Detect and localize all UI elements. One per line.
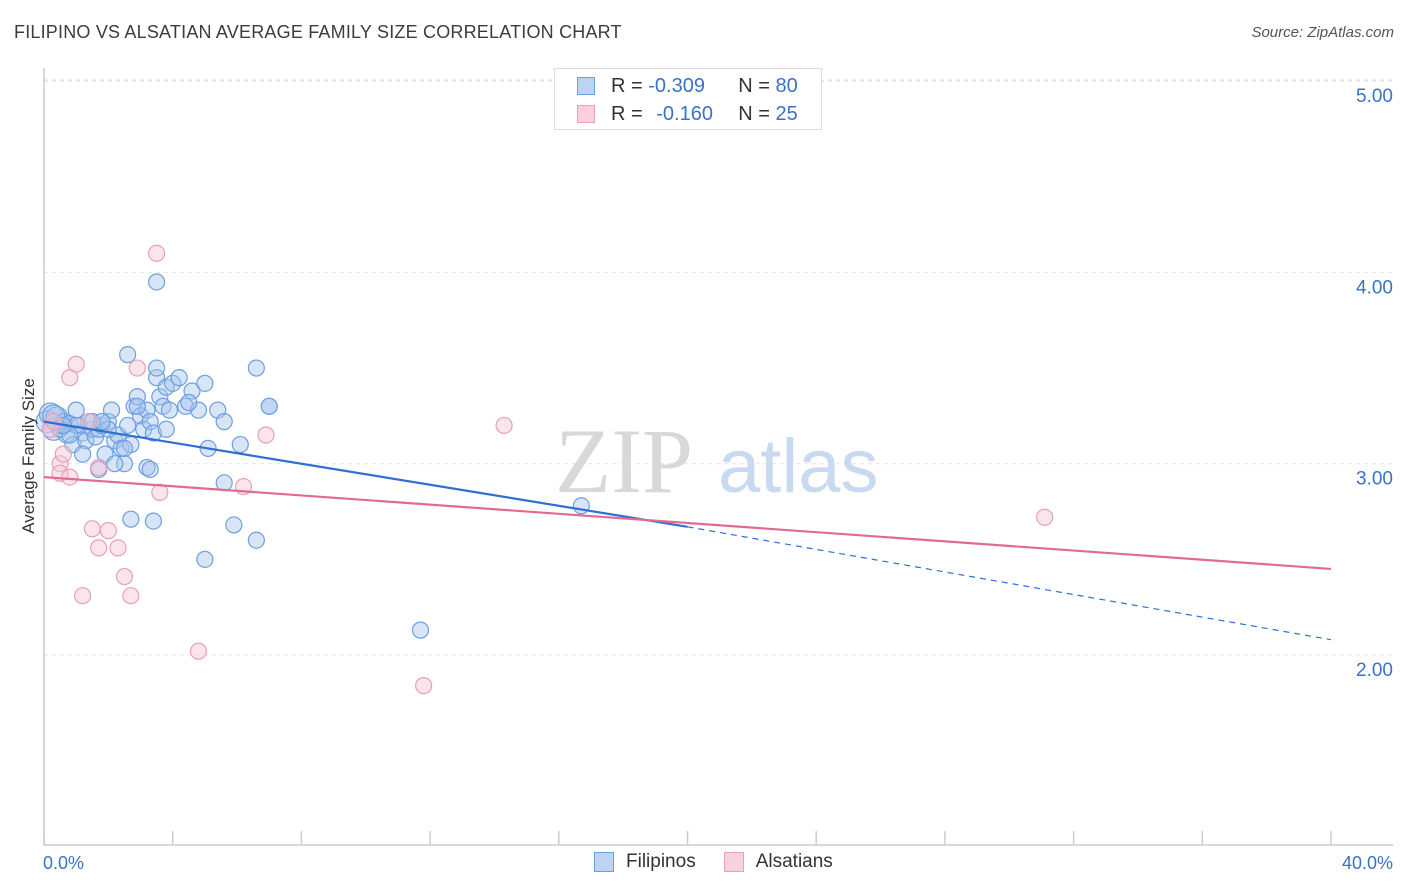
chart-title: FILIPINO VS ALSATIAN AVERAGE FAMILY SIZE… — [14, 22, 622, 42]
legend-item-filipinos[interactable]: Filipinos — [594, 851, 696, 873]
filipino-point-63 — [148, 273, 166, 291]
filipinos-n-value: 80 — [775, 74, 798, 97]
alsatians-r-value: -0.160 — [656, 102, 713, 125]
watermark-atlas: atlas — [718, 424, 879, 509]
filipino-point-78 — [93, 413, 111, 431]
r-label: R = — [611, 74, 649, 97]
filipinos-legend-label: Filipinos — [626, 851, 696, 872]
filipino-point-33 — [144, 424, 162, 442]
alsatians-legend-swatch — [723, 852, 744, 872]
alsatian-point-23 — [415, 677, 433, 695]
filipino-point-24 — [115, 455, 134, 473]
alsatian-point-14 — [115, 567, 134, 586]
filipino-point-28 — [128, 388, 146, 406]
alsatian-point-19 — [74, 587, 92, 605]
y-tick-label-3.00: 3.00 — [1356, 469, 1393, 490]
alsatians-legend-label: Alsatians — [755, 851, 833, 872]
series-legend: Filipinos Alsatians — [594, 851, 861, 873]
alsatian-point-15 — [122, 587, 140, 605]
filipinos-swatch — [577, 77, 595, 95]
filipino-point-79 — [128, 397, 146, 415]
filipino-point-39 — [164, 374, 182, 392]
alsatian-point-24 — [495, 416, 513, 435]
filipino-point-20 — [102, 401, 121, 419]
filipino-point-44 — [196, 374, 214, 392]
gridlines — [44, 79, 1393, 656]
legend-row-alsatians: R = -0.160 N = 25 — [577, 100, 798, 128]
filipino-point-45 — [119, 346, 137, 364]
filipino-point-40 — [170, 369, 188, 387]
alsatians-n-value: 25 — [775, 102, 798, 125]
filipino-point-25 — [119, 416, 137, 435]
y-tick-label-4.00: 4.00 — [1356, 277, 1393, 298]
filipino-point-35 — [151, 388, 169, 406]
alsatian-point-7 — [67, 355, 85, 373]
x-tick-label-left: 0.0% — [43, 853, 84, 873]
data-points — [35, 244, 1054, 695]
watermark-zip: ZIP — [555, 410, 693, 512]
alsatian-point-16 — [128, 359, 146, 377]
filipino-point-51 — [122, 510, 140, 528]
filipino-point-74 — [61, 426, 79, 444]
alsatian-point-20 — [189, 642, 208, 660]
filipino-point-59 — [247, 359, 265, 377]
filipino-point-9 — [67, 401, 85, 419]
alsatian-trend-line — [43, 475, 1332, 571]
alsatian-point-25 — [1036, 508, 1054, 526]
filipino-point-76 — [260, 397, 278, 415]
alsatian-point-22 — [257, 426, 275, 444]
chart-source: Source: ZipAtlas.com — [1251, 24, 1394, 41]
trend-lines — [43, 420, 1332, 641]
x-tick-label-right: 40.0% — [1342, 853, 1393, 873]
filipino-point-72 — [115, 439, 134, 457]
filipino-point-50 — [141, 460, 159, 479]
filipino-point-64 — [411, 621, 430, 639]
filipinos-r-value: -0.309 — [648, 74, 705, 97]
y-tick-label-2.00: 2.00 — [1356, 660, 1393, 681]
filipino-point-58 — [231, 435, 249, 454]
y-tick-label-5.00: 5.00 — [1356, 86, 1393, 107]
alsatian-point-17 — [148, 244, 166, 262]
y-tick-labels: 2.00 3.00 4.00 5.00 — [1356, 86, 1393, 681]
filipinos-legend-swatch — [594, 852, 614, 872]
legend-item-alsatians[interactable]: Alsatians — [723, 851, 833, 873]
filipino-point-38 — [160, 401, 179, 419]
filipino-trend-line — [43, 420, 688, 528]
n-label: N = — [738, 74, 776, 97]
alsatian-point-10 — [90, 539, 108, 557]
y-axis-label: Average Family Size — [19, 378, 38, 534]
alsatian-point-6 — [61, 468, 79, 486]
correlation-legend: R = -0.309 N = 80 R = -0.160 N = 25 — [554, 68, 822, 130]
alsatian-point-13 — [109, 539, 127, 557]
filipino-point-61 — [247, 531, 265, 549]
alsatian-point-2 — [51, 455, 69, 473]
filipino-point-52 — [144, 512, 162, 530]
legend-row-filipinos: R = -0.309 N = 80 — [577, 72, 798, 100]
filipino-point-55 — [215, 413, 233, 431]
filipino-point-75 — [157, 420, 175, 438]
alsatian-point-4 — [54, 445, 72, 463]
axes — [43, 68, 1393, 846]
filipino-point-46 — [148, 359, 166, 377]
alsatian-point-12 — [99, 522, 117, 540]
alsatians-swatch — [577, 105, 595, 123]
filipino-point-48 — [106, 455, 124, 473]
filipino-point-73 — [74, 445, 92, 463]
filipino-point-62 — [196, 550, 214, 568]
alsatian-point-11 — [90, 458, 108, 477]
alsatian-point-9 — [83, 520, 101, 538]
filipino-point-56 — [215, 474, 233, 492]
filipino-point-71 — [180, 393, 198, 412]
filipino-trend-extension — [687, 526, 1332, 641]
filipino-point-57 — [225, 516, 243, 534]
filipino-point-29 — [131, 407, 150, 425]
r-label: R = — [611, 102, 649, 125]
n-label: N = — [738, 102, 776, 125]
